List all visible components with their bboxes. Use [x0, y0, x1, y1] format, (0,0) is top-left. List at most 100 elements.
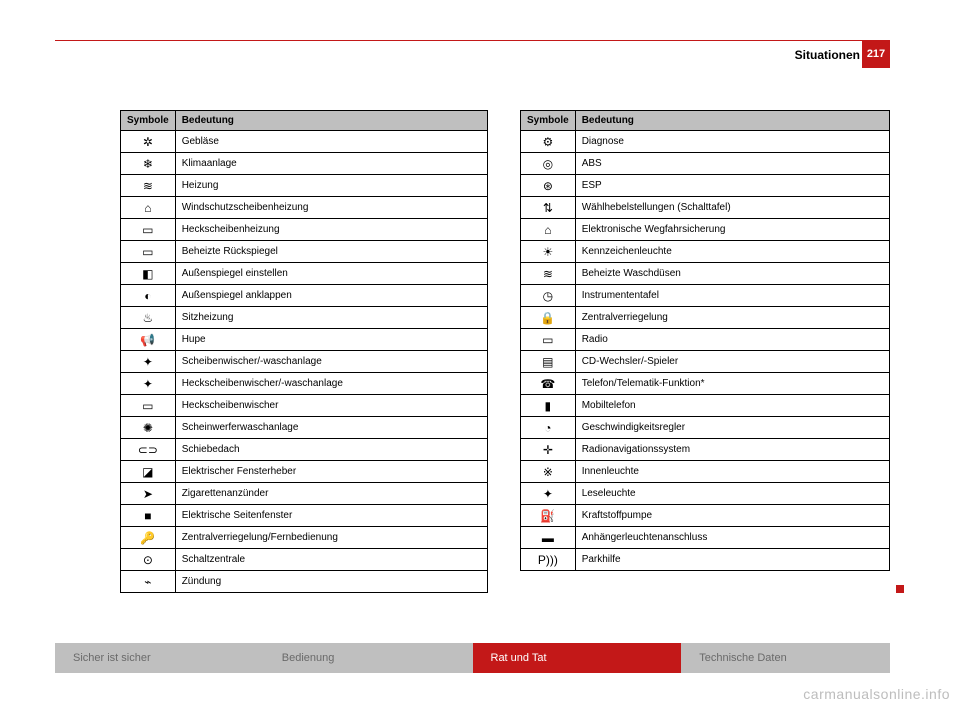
- table-header-bedeutung: Bedeutung: [575, 111, 889, 131]
- symbol-icon: ⌂: [521, 219, 576, 241]
- table-row: ⇅Wählhebelstellungen (Schalttafel): [521, 197, 890, 219]
- page: Situationen 217 Symbole Bedeutung ✲Geblä…: [0, 0, 960, 708]
- footer-tab[interactable]: Bedienung: [264, 643, 473, 673]
- symbol-icon: ◧: [121, 263, 176, 285]
- symbol-label: Leseleuchte: [575, 483, 889, 505]
- symbol-icon: ◔: [521, 417, 576, 439]
- footer-tab[interactable]: Sicher ist sicher: [55, 643, 264, 673]
- symbol-icon: ▭: [121, 395, 176, 417]
- table-row: ❄Klimaanlage: [121, 153, 488, 175]
- symbol-icon: ⊛: [521, 175, 576, 197]
- page-number: 217: [862, 40, 890, 68]
- symbol-label: Scheibenwischer/-waschanlage: [175, 351, 487, 373]
- table-row: ▬Anhängerleuchtenanschluss: [521, 527, 890, 549]
- table-row: ✺Scheinwerferwaschanlage: [121, 417, 488, 439]
- table-row: ☀Kennzeichenleuchte: [521, 241, 890, 263]
- symbol-icon: ▤: [521, 351, 576, 373]
- symbol-icon: ≋: [121, 175, 176, 197]
- symbol-icon: ▭: [521, 329, 576, 351]
- symbol-icon: ❄: [121, 153, 176, 175]
- table-row: ⊛ESP: [521, 175, 890, 197]
- table-row: ▮Mobiltelefon: [521, 395, 890, 417]
- table-row: ⌂Windschutzscheibenheizung: [121, 197, 488, 219]
- symbol-icon: ✲: [121, 131, 176, 153]
- right-table-wrapper: Symbole Bedeutung ⚙Diagnose◎ABS⊛ESP⇅Wähl…: [520, 110, 890, 593]
- symbol-label: Sitzheizung: [175, 307, 487, 329]
- symbol-icon: ⊂⊃: [121, 439, 176, 461]
- symbol-icon: ✛: [521, 439, 576, 461]
- symbol-label: Zentralverriegelung: [575, 307, 889, 329]
- symbol-icon: 🔒: [521, 307, 576, 329]
- table-row: ◎ABS: [521, 153, 890, 175]
- table-row: ♨Sitzheizung: [121, 307, 488, 329]
- symbol-icon: ⌁: [121, 571, 176, 593]
- footer-tab[interactable]: Technische Daten: [681, 643, 890, 673]
- symbol-icon: ▮: [521, 395, 576, 417]
- symbol-label: Heckscheibenwischer/-waschanlage: [175, 373, 487, 395]
- symbol-icon: ☀: [521, 241, 576, 263]
- symbol-icon: ▬: [521, 527, 576, 549]
- symbols-table-right: Symbole Bedeutung ⚙Diagnose◎ABS⊛ESP⇅Wähl…: [520, 110, 890, 571]
- table-row: ◔Geschwindigkeitsregler: [521, 417, 890, 439]
- table-row: ⊙Schaltzentrale: [121, 549, 488, 571]
- table-row: ◷Instrumententafel: [521, 285, 890, 307]
- symbol-label: Innenleuchte: [575, 461, 889, 483]
- table-row: ✲Gebläse: [121, 131, 488, 153]
- symbol-label: Radio: [575, 329, 889, 351]
- symbol-icon: ✦: [521, 483, 576, 505]
- footer-tabs: Sicher ist sicherBedienungRat und TatTec…: [55, 643, 890, 673]
- symbol-icon: ▭: [121, 219, 176, 241]
- table-row: 🔑Zentralverriegelung/Fernbedienung: [121, 527, 488, 549]
- table-row: ▤CD-Wechsler/-Spieler: [521, 351, 890, 373]
- table-row: ✦Leseleuchte: [521, 483, 890, 505]
- symbol-label: ABS: [575, 153, 889, 175]
- table-row: ✛Radionavigationssystem: [521, 439, 890, 461]
- symbol-icon: ♨: [121, 307, 176, 329]
- symbol-label: Kennzeichenleuchte: [575, 241, 889, 263]
- symbol-label: Anhängerleuchtenanschluss: [575, 527, 889, 549]
- symbol-icon: ◷: [521, 285, 576, 307]
- symbol-label: Kraftstoffpumpe: [575, 505, 889, 527]
- symbol-icon: P))): [521, 549, 576, 571]
- section-end-marker: [896, 585, 904, 593]
- table-row: ⚙Diagnose: [521, 131, 890, 153]
- symbol-label: ESP: [575, 175, 889, 197]
- symbol-label: Klimaanlage: [175, 153, 487, 175]
- symbol-icon: ✺: [121, 417, 176, 439]
- symbol-label: Hupe: [175, 329, 487, 351]
- table-row: ▭Radio: [521, 329, 890, 351]
- table-row: ※Innenleuchte: [521, 461, 890, 483]
- table-header-symbole: Symbole: [121, 111, 176, 131]
- table-row: ➤Zigarettenanzünder: [121, 483, 488, 505]
- table-row: ◐Außenspiegel anklappen: [121, 285, 488, 307]
- symbol-label: Elektronische Wegfahrsicherung: [575, 219, 889, 241]
- section-title: Situationen: [795, 48, 860, 62]
- footer-tab[interactable]: Rat und Tat: [473, 643, 682, 673]
- symbol-icon: ✦: [121, 373, 176, 395]
- table-row: ≋Beheizte Waschdüsen: [521, 263, 890, 285]
- symbol-icon: ※: [521, 461, 576, 483]
- table-row: 🔒Zentralverriegelung: [521, 307, 890, 329]
- table-header-symbole: Symbole: [521, 111, 576, 131]
- table-row: ⛽Kraftstoffpumpe: [521, 505, 890, 527]
- symbol-label: Instrumententafel: [575, 285, 889, 307]
- watermark-text: carmanualsonline.info: [803, 686, 950, 702]
- symbol-label: Beheizte Rückspiegel: [175, 241, 487, 263]
- table-row: ⌂Elektronische Wegfahrsicherung: [521, 219, 890, 241]
- table-row: ■Elektrische Seitenfenster: [121, 505, 488, 527]
- symbol-label: Schiebedach: [175, 439, 487, 461]
- symbol-icon: ✦: [121, 351, 176, 373]
- symbol-label: Zigarettenanzünder: [175, 483, 487, 505]
- symbol-label: Elektrische Seitenfenster: [175, 505, 487, 527]
- symbol-icon: 📢: [121, 329, 176, 351]
- content-area: Symbole Bedeutung ✲Gebläse❄Klimaanlage≋H…: [120, 110, 890, 593]
- table-row: ⌁Zündung: [121, 571, 488, 593]
- symbol-label: Heckscheibenwischer: [175, 395, 487, 417]
- symbol-label: Geschwindigkeitsregler: [575, 417, 889, 439]
- table-row: ▭Heckscheibenheizung: [121, 219, 488, 241]
- symbol-label: Diagnose: [575, 131, 889, 153]
- table-header-bedeutung: Bedeutung: [175, 111, 487, 131]
- symbol-label: Heizung: [175, 175, 487, 197]
- symbol-icon: 🔑: [121, 527, 176, 549]
- symbols-table-left: Symbole Bedeutung ✲Gebläse❄Klimaanlage≋H…: [120, 110, 488, 593]
